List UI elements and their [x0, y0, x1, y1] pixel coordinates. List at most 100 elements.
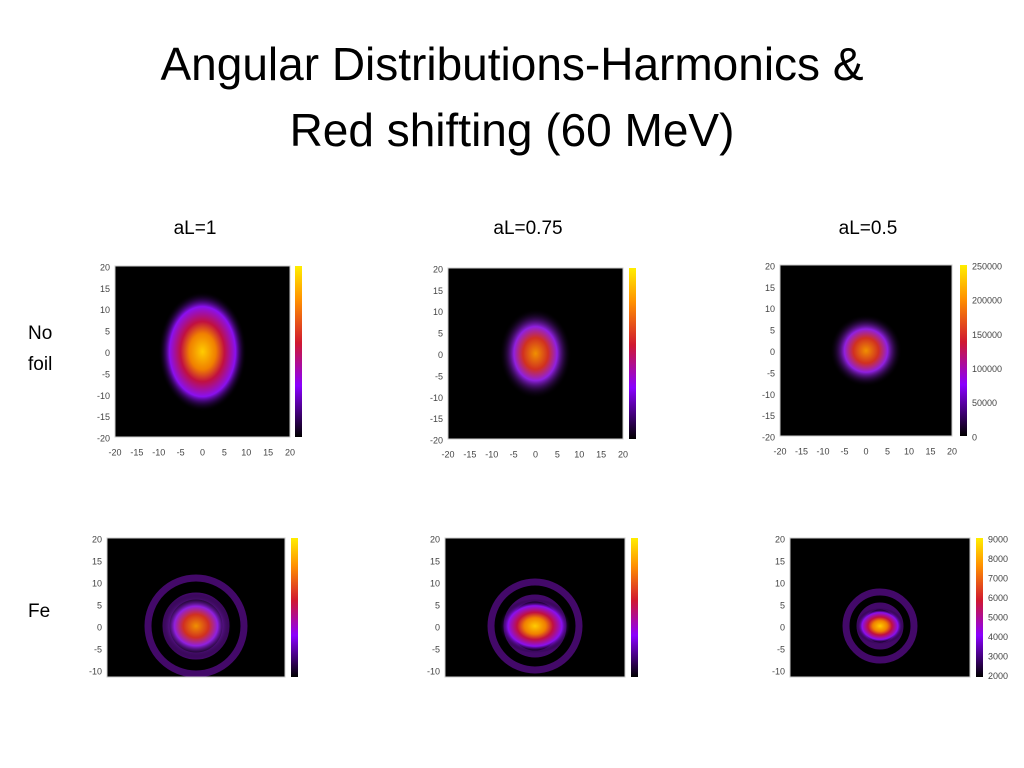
y-tick-label: -15: [97, 412, 110, 422]
colorbar-label: 150000: [972, 330, 1002, 340]
y-tick-label: 0: [438, 350, 443, 360]
x-tick-label: -5: [840, 446, 848, 456]
blob: [499, 599, 571, 653]
y-tick-label: -10: [97, 391, 110, 401]
y-tick-label: -20: [430, 436, 443, 446]
y-tick-label: 5: [780, 600, 785, 610]
heatmap: [115, 266, 290, 437]
y-tick-label: 10: [92, 578, 102, 588]
y-tick-label: -10: [772, 666, 785, 676]
colorbar-label: 6000: [988, 593, 1008, 603]
y-tick-label: -15: [430, 414, 443, 424]
heatmap: [448, 268, 623, 439]
colorbar-label: 7000: [988, 573, 1008, 583]
y-tick-label: -10: [430, 393, 443, 403]
row-label: foil: [28, 354, 52, 375]
x-tick-label: 10: [904, 446, 914, 456]
y-tick-label: 15: [92, 556, 102, 566]
x-tick-label: -20: [108, 447, 121, 457]
colorbar: [295, 266, 302, 437]
colorbar-label: 250000: [972, 261, 1002, 271]
y-tick-label: 0: [97, 622, 102, 632]
x-tick-label: 20: [285, 447, 295, 457]
y-tick-label: -5: [94, 644, 102, 654]
y-tick-label: 5: [97, 600, 102, 610]
x-tick-label: 15: [263, 447, 273, 457]
x-tick-label: -15: [795, 446, 808, 456]
x-tick-label: -10: [152, 447, 165, 457]
y-tick-label: -5: [432, 644, 440, 654]
y-tick-label: -5: [102, 369, 110, 379]
y-tick-label: -20: [762, 433, 775, 443]
y-tick-label: -20: [97, 434, 110, 444]
x-tick-label: 5: [222, 447, 227, 457]
y-tick-label: -10: [89, 666, 102, 676]
y-tick-label: 15: [765, 283, 775, 293]
y-tick-label: 20: [765, 261, 775, 271]
x-tick-label: -5: [510, 449, 518, 459]
column-label: aL=1: [174, 218, 217, 239]
heatmap: [107, 538, 285, 677]
row-label: No: [28, 323, 52, 344]
x-tick-label: -20: [773, 446, 786, 456]
ring: [842, 588, 918, 664]
y-tick-label: 15: [100, 284, 110, 294]
y-tick-label: 0: [780, 622, 785, 632]
blob: [830, 314, 902, 387]
y-tick-label: 10: [765, 304, 775, 314]
y-tick-label: 15: [430, 556, 440, 566]
y-tick-label: 0: [435, 622, 440, 632]
x-tick-label: -10: [485, 449, 498, 459]
y-tick-label: 5: [435, 600, 440, 610]
y-tick-label: 20: [100, 262, 110, 272]
x-tick-label: 15: [596, 449, 606, 459]
y-tick-label: -15: [762, 411, 775, 421]
heatmap: [780, 265, 952, 436]
x-tick-label: 10: [574, 449, 584, 459]
blob: [158, 291, 247, 412]
colorbar: [960, 265, 967, 436]
colorbar-label: 50000: [972, 398, 997, 408]
colorbar-label: 8000: [988, 554, 1008, 564]
x-tick-label: -20: [441, 449, 454, 459]
y-tick-label: 20: [430, 534, 440, 544]
x-tick-label: 20: [947, 446, 957, 456]
colorbar: [631, 538, 638, 677]
y-tick-label: 20: [433, 264, 443, 274]
y-tick-label: 5: [438, 329, 443, 339]
y-tick-label: -10: [762, 390, 775, 400]
colorbar-label: 200000: [972, 296, 1002, 306]
frame: [789, 537, 971, 678]
x-tick-label: 5: [885, 446, 890, 456]
ring: [487, 578, 583, 674]
y-tick-label: 15: [433, 286, 443, 296]
colorbar-label: 9000: [988, 534, 1008, 544]
x-tick-label: 0: [200, 447, 205, 457]
y-tick-label: 5: [105, 327, 110, 337]
x-tick-label: 0: [533, 449, 538, 459]
x-tick-label: -15: [130, 447, 143, 457]
colorbar-label: 3000: [988, 651, 1008, 661]
colorbar-label: 100000: [972, 364, 1002, 374]
y-tick-label: 0: [105, 348, 110, 358]
y-tick-label: 10: [100, 305, 110, 315]
title-line: Red shifting (60 MeV): [290, 104, 735, 156]
y-tick-label: 20: [775, 534, 785, 544]
x-tick-label: -10: [816, 446, 829, 456]
colorbar: [629, 268, 636, 439]
colorbar-label: 4000: [988, 632, 1008, 642]
y-tick-label: 15: [775, 556, 785, 566]
x-tick-label: 10: [241, 447, 251, 457]
y-tick-label: 10: [433, 307, 443, 317]
y-tick-label: 0: [770, 347, 775, 357]
frame: [444, 537, 626, 678]
frame: [779, 264, 953, 437]
x-tick-label: 5: [555, 449, 560, 459]
y-tick-label: 20: [92, 534, 102, 544]
blob: [160, 593, 232, 659]
heatmap: [790, 538, 970, 677]
x-tick-label: 0: [863, 446, 868, 456]
x-tick-label: 20: [618, 449, 628, 459]
x-tick-label: 15: [925, 446, 935, 456]
